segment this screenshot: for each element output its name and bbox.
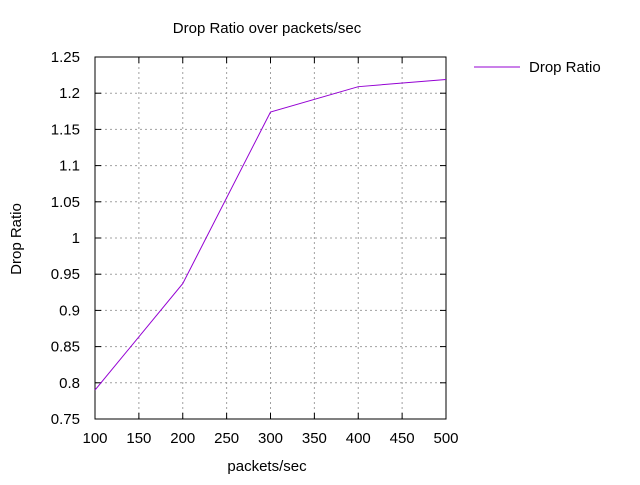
- y-tick-label: 1: [72, 230, 80, 247]
- series-line: [94, 78, 447, 391]
- legend-label: Drop Ratio: [529, 59, 601, 76]
- y-tick-label: 0.75: [51, 411, 80, 428]
- x-tick-label: 400: [346, 430, 371, 447]
- series: [94, 78, 447, 391]
- x-tick-label: 500: [433, 430, 458, 447]
- y-tick-label: 1.15: [51, 121, 80, 138]
- x-tick-label: 200: [170, 430, 195, 447]
- y-tick-label: 1.25: [51, 49, 80, 66]
- y-tick-label: 0.8: [59, 375, 80, 392]
- y-axis-label: Drop Ratio: [8, 203, 25, 275]
- y-tick-label: 0.9: [59, 302, 80, 319]
- y-tick-label: 1.05: [51, 194, 80, 211]
- y-tick-label: 0.95: [51, 266, 80, 283]
- x-tick-label: 300: [258, 430, 283, 447]
- x-axis-label: packets/sec: [227, 458, 307, 475]
- x-tick-label: 150: [126, 430, 151, 447]
- x-tick-label: 100: [82, 430, 107, 447]
- y-tick-label: 1.1: [59, 158, 80, 175]
- x-tick-label: 450: [390, 430, 415, 447]
- plot-border: [94, 56, 447, 420]
- y-tick-label: 0.85: [51, 339, 80, 356]
- x-tick-label: 250: [214, 430, 239, 447]
- axes: 100 150 200 250 300 350 400 450 500 0.75 0.8 0.85 0.…: [51, 49, 459, 447]
- legend: Drop Ratio: [474, 59, 601, 76]
- chart-title: Drop Ratio over packets/sec: [173, 20, 362, 37]
- x-tick-label: 350: [302, 430, 327, 447]
- y-tick-label: 1.2: [59, 85, 80, 102]
- grid: [95, 57, 446, 419]
